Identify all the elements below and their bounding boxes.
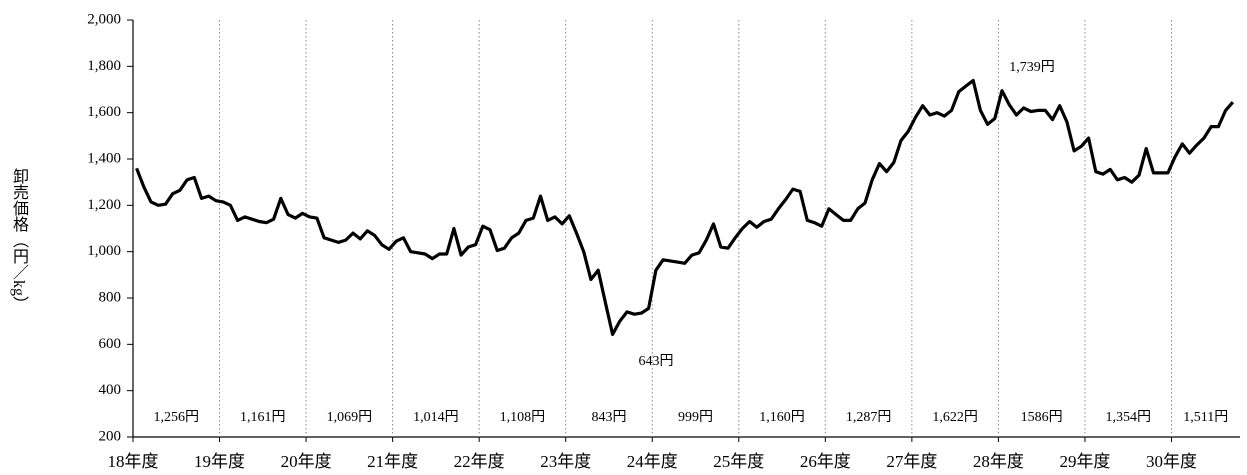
y-tick-label: 400	[99, 382, 122, 398]
period-average: 1,256円	[154, 410, 200, 425]
period-average: 1,069円	[327, 410, 373, 425]
price-line	[135, 78, 1235, 336]
period-average: 1,161円	[240, 410, 286, 425]
period-average: 1,287円	[846, 410, 892, 425]
period-average: 1,511円	[1183, 410, 1228, 425]
x-tick-label: 29年度	[1059, 452, 1110, 471]
period-average: 999円	[678, 410, 713, 425]
y-tick-label: 1,400	[87, 150, 121, 166]
x-tick-label: 23年度	[540, 452, 591, 471]
x-tick-label: 22年度	[454, 452, 505, 471]
y-tick-label: 1,600	[87, 104, 121, 120]
period-average: 1,160円	[759, 410, 805, 425]
x-tick-label: 30年度	[1146, 452, 1197, 471]
period-average: 843円	[591, 410, 626, 425]
y-tick-label: 800	[99, 289, 122, 305]
x-tick-label: 28年度	[973, 452, 1024, 471]
period-average: 1,108円	[500, 410, 546, 425]
y-tick-label: 1,200	[87, 197, 121, 213]
x-tick-label: 26年度	[800, 452, 851, 471]
x-tick-label: 20年度	[281, 452, 332, 471]
x-tick-label: 21年度	[367, 452, 418, 471]
period-average: 1,622円	[932, 410, 978, 425]
annotation: 1,739円	[1009, 60, 1055, 75]
y-axis-title: 卸売価格（円／kg）	[10, 168, 27, 312]
x-tick-label: 27年度	[886, 452, 937, 471]
y-tick-label: 600	[99, 336, 122, 352]
period-average: 1,014円	[413, 410, 459, 425]
x-tick-label: 25年度	[713, 452, 764, 471]
y-tick-label: 1,000	[87, 243, 121, 259]
y-tick-label: 2,000	[87, 11, 121, 27]
x-tick-label: 18年度	[108, 452, 159, 471]
period-average: 1,354円	[1105, 410, 1151, 425]
y-tick-label: 1,800	[87, 58, 121, 74]
x-tick-label: 24年度	[627, 452, 678, 471]
y-tick-label: 200	[99, 428, 122, 444]
annotation: 643円	[639, 354, 674, 369]
period-average: 1586円	[1021, 410, 1063, 425]
x-tick-label: 19年度	[194, 452, 245, 471]
